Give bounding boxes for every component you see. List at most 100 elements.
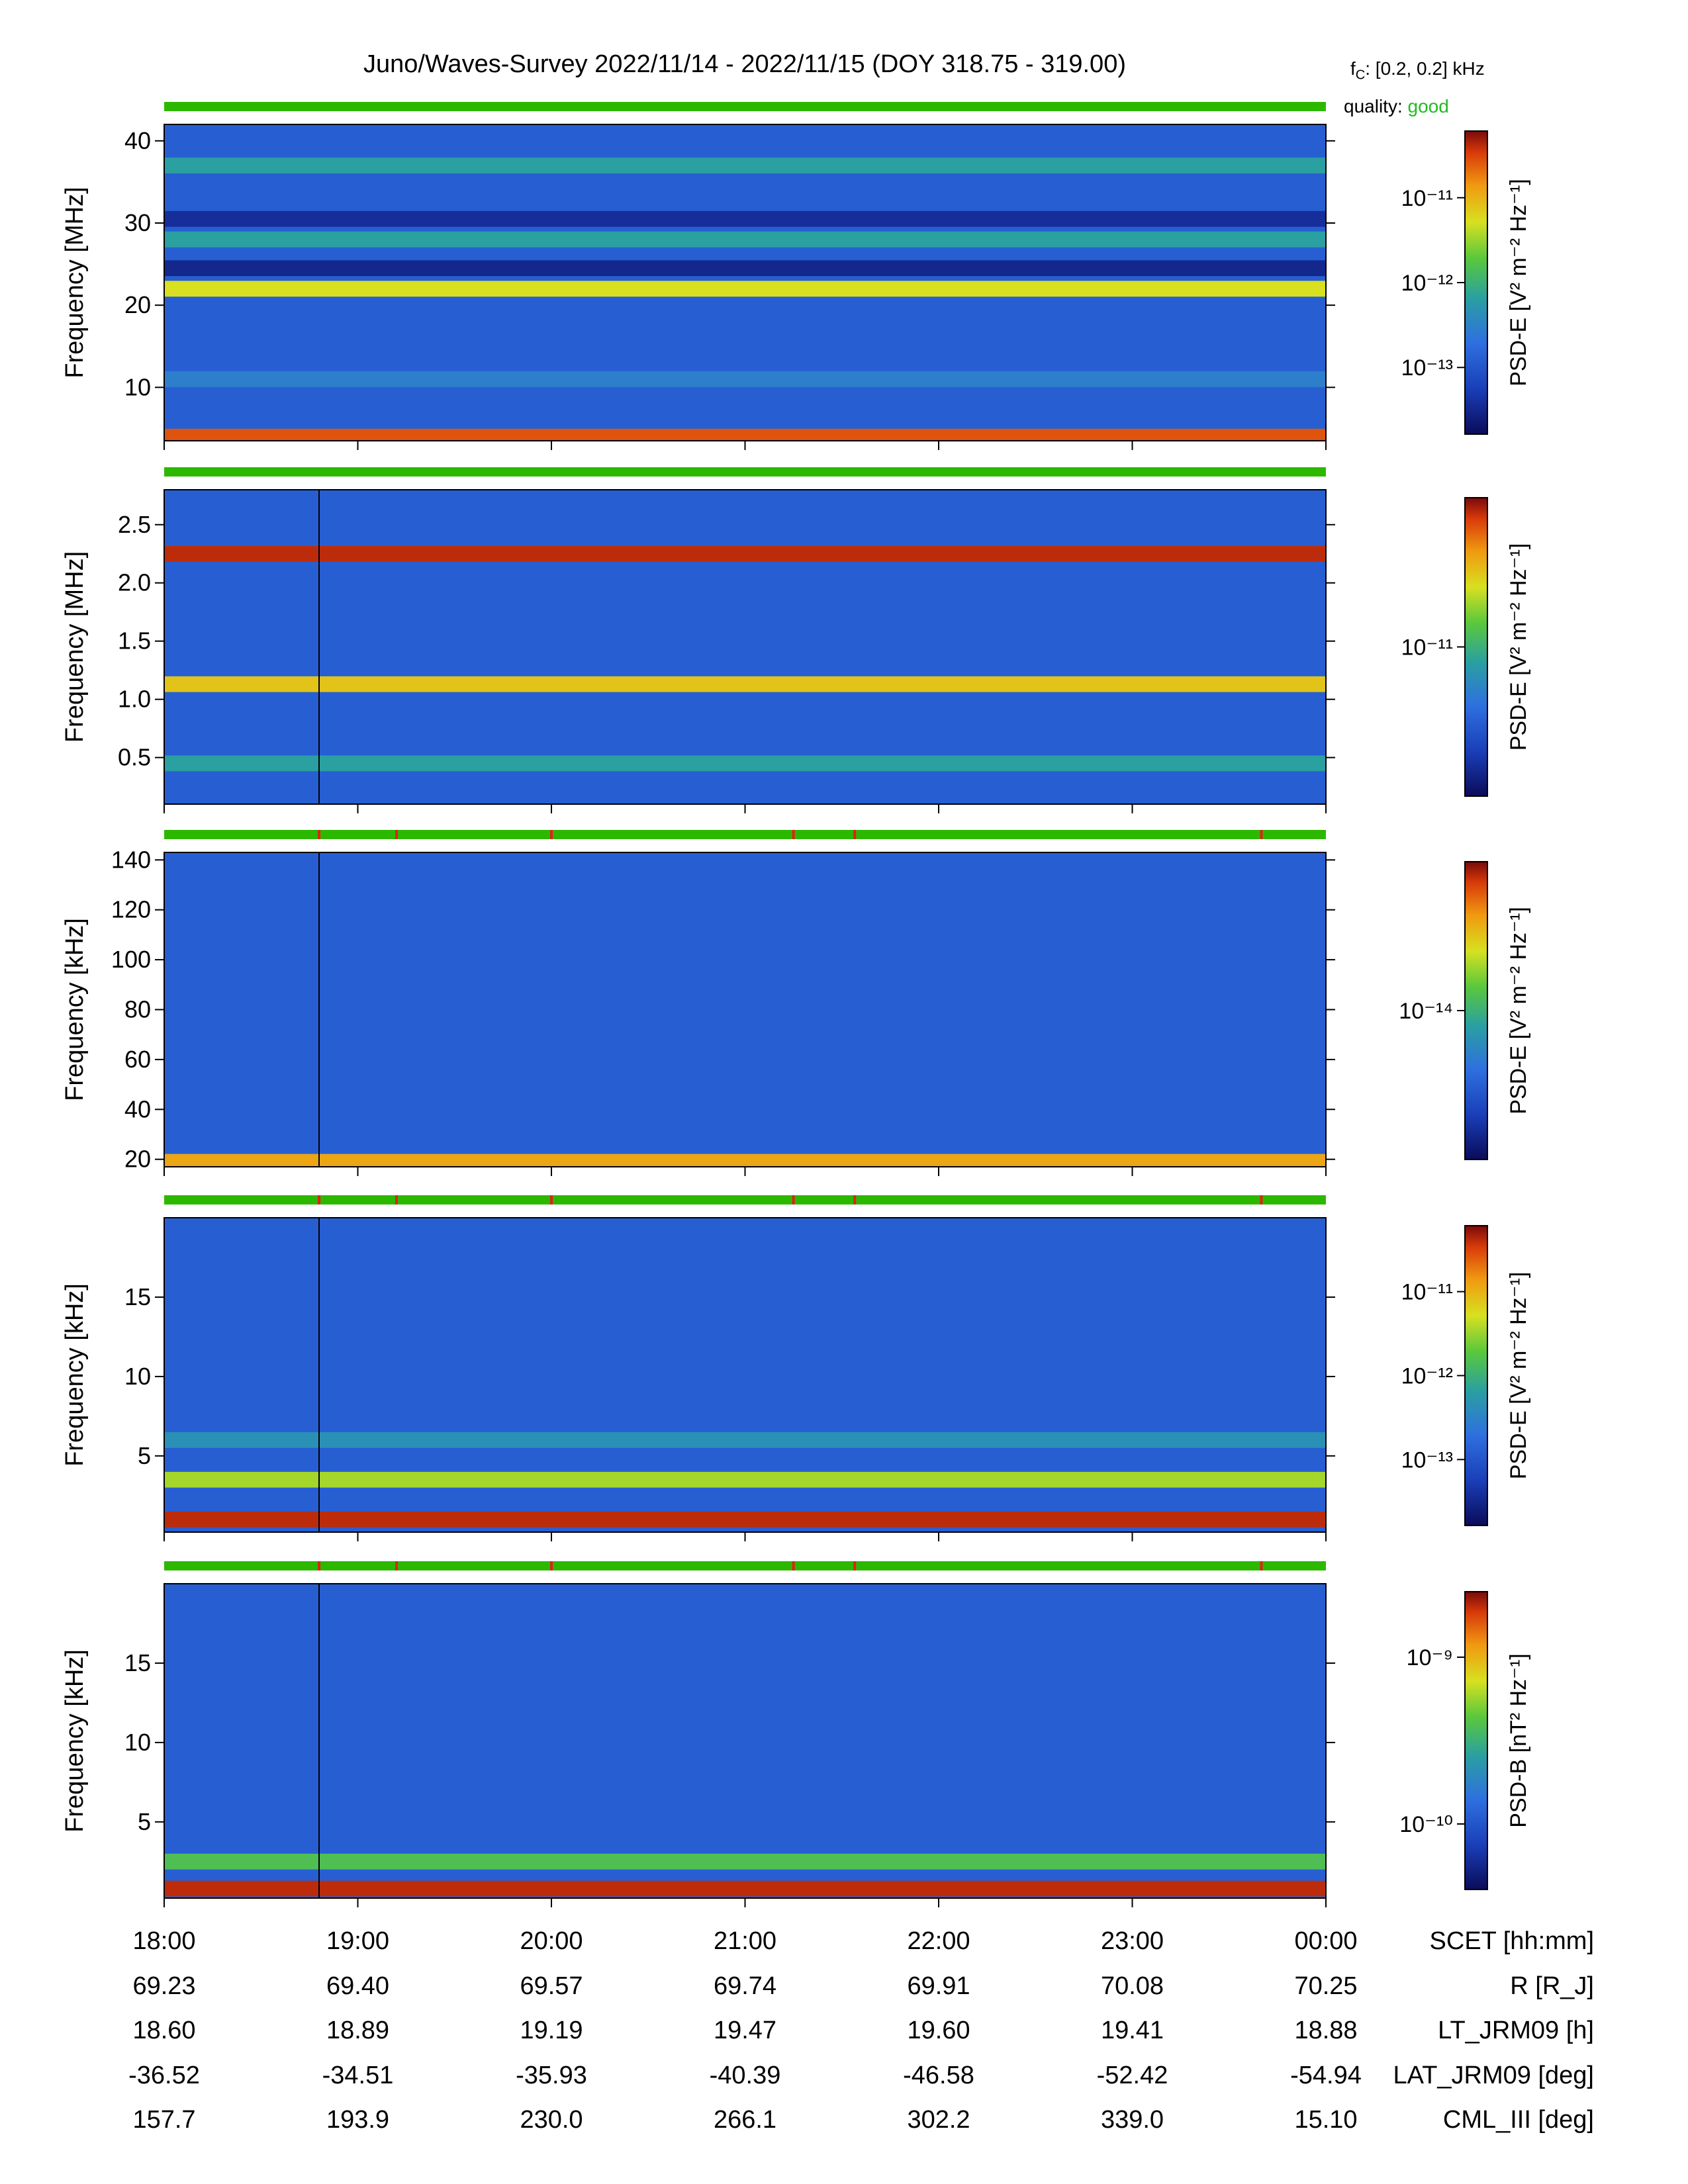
y-tick-label-1-4: 40 — [124, 127, 151, 154]
ephemeris-value-3-6: 19.41 — [1101, 2017, 1164, 2044]
spectrogram-band-5-1 — [164, 1880, 1326, 1897]
colorbar-label-5: PSD-B [nT² Hz⁻¹] — [1506, 1653, 1531, 1828]
fc-symbol: f — [1350, 58, 1356, 79]
ephemeris-value-5-4: 266.1 — [714, 2106, 776, 2134]
spectrogram-band-2-2 — [164, 676, 1326, 692]
ephemeris-value-5-6: 339.0 — [1101, 2106, 1164, 2134]
ephemeris-label-4: LAT_JRM09 [deg] — [1393, 2062, 1594, 2089]
y-tick-label-3-7: 140 — [111, 846, 151, 873]
y-tick-label-2-5: 2.5 — [118, 511, 151, 538]
colorbar-tick-label-5-2: 10⁻¹⁰ — [1399, 1812, 1453, 1837]
y-tick-label-3-5: 100 — [111, 946, 151, 973]
ephemeris-label-2: R [R_J] — [1510, 1972, 1594, 2000]
colorbar-tick-label-1-3: 10⁻¹³ — [1401, 355, 1453, 381]
quality-indicator: quality: good — [1344, 96, 1449, 117]
ephemeris-value-2-3: 69.57 — [520, 1972, 583, 2000]
colorbar-label-1: PSD-E [V² m⁻² Hz⁻¹] — [1506, 179, 1531, 387]
plot-title: Juno/Waves-Survey 2022/11/14 - 2022/11/1… — [363, 50, 1126, 78]
y-axis-label-2: Frequency [MHz] — [61, 551, 89, 743]
colorbar-label-4: PSD-E [V² m⁻² Hz⁻¹] — [1506, 1272, 1531, 1480]
y-tick-label-2-3: 1.5 — [118, 627, 151, 655]
ephemeris-label-3: LT_JRM09 [h] — [1438, 2017, 1594, 2044]
quality-flag-4-3 — [550, 1195, 553, 1205]
spectrogram-band-1-4 — [164, 260, 1326, 277]
y-tick-label-1-1: 10 — [124, 373, 151, 400]
y-tick-label-4-2: 10 — [124, 1363, 151, 1390]
ephemeris-value-4-3: -35.93 — [516, 2062, 587, 2089]
spectrogram-band-4-2 — [164, 1471, 1326, 1488]
quality-flag-4-4 — [792, 1195, 795, 1205]
y-tick-label-5-2: 10 — [124, 1729, 151, 1756]
spectrogram-band-1-1 — [164, 428, 1326, 441]
ephemeris-value-4-5: -46.58 — [903, 2062, 974, 2089]
y-tick-label-2-2: 1.0 — [118, 686, 151, 713]
y-tick-label-2-4: 2.0 — [118, 569, 151, 596]
y-tick-label-3-3: 60 — [124, 1046, 151, 1073]
colorbar-4 — [1464, 1225, 1488, 1526]
colorbar-tick-label-4-3: 10⁻¹³ — [1401, 1447, 1453, 1473]
quality-bar-2 — [164, 467, 1326, 477]
colorbar-label-2: PSD-E [V² m⁻² Hz⁻¹] — [1506, 543, 1531, 751]
quality-flag-5-5 — [853, 1561, 857, 1570]
ephemeris-value-5-7: 15.10 — [1294, 2106, 1357, 2134]
y-axis-label-4: Frequency [kHz] — [61, 1283, 89, 1467]
quality-bar-3 — [164, 830, 1326, 839]
y-axis-label-1: Frequency [MHz] — [61, 187, 89, 378]
ephemeris-value-2-6: 70.08 — [1101, 1972, 1164, 2000]
x-tick-label-1-2: 19:00 — [326, 1927, 389, 1955]
spectrogram-background-5 — [164, 1584, 1326, 1898]
quality-flag-3-1 — [318, 830, 320, 839]
spectrogram-band-1-7 — [164, 158, 1326, 174]
spectrogram-band-1-5 — [164, 231, 1326, 248]
colorbar-tick-label-3-1: 10⁻¹⁴ — [1399, 999, 1453, 1024]
ephemeris-value-2-1: 69.23 — [132, 1972, 195, 2000]
ephemeris-value-3-7: 18.88 — [1294, 2017, 1357, 2044]
y-tick-label-5-1: 5 — [138, 1808, 151, 1835]
spectrogram-band-1-6 — [164, 210, 1326, 227]
colorbar-2 — [1464, 497, 1488, 797]
quality-flag-3-3 — [550, 830, 553, 839]
ephemeris-value-4-7: -54.94 — [1290, 2062, 1362, 2089]
quality-bar-1 — [164, 102, 1326, 111]
quality-flag-4-5 — [853, 1195, 857, 1205]
ephemeris-value-4-1: -36.52 — [128, 2062, 200, 2089]
ephemeris-value-2-5: 69.91 — [907, 1972, 970, 2000]
ephemeris-value-3-3: 19.19 — [520, 2017, 583, 2044]
y-tick-label-5-3: 15 — [124, 1649, 151, 1676]
colorbar-tick-label-4-1: 10⁻¹¹ — [1401, 1280, 1453, 1305]
x-tick-label-1-6: 23:00 — [1101, 1927, 1164, 1955]
ephemeris-value-5-2: 193.9 — [326, 2106, 389, 2134]
y-tick-label-4-1: 5 — [138, 1442, 151, 1469]
spectrogram-band-2-3 — [164, 755, 1326, 772]
spectrogram-background-3 — [164, 852, 1326, 1167]
ephemeris-value-2-2: 69.40 — [326, 1972, 389, 2000]
y-tick-label-3-4: 80 — [124, 996, 151, 1023]
quality-flag-4-2 — [395, 1195, 398, 1205]
quality-flag-4-1 — [318, 1195, 320, 1205]
ephemeris-value-5-3: 230.0 — [520, 2106, 583, 2134]
y-axis-label-3: Frequency [kHz] — [61, 918, 89, 1101]
y-tick-label-3-2: 40 — [124, 1095, 151, 1122]
colorbar-tick-label-4-2: 10⁻¹² — [1401, 1364, 1453, 1389]
quality-flag-5-6 — [1260, 1561, 1263, 1570]
colorbar-3 — [1464, 861, 1488, 1160]
y-tick-label-2-1: 0.5 — [118, 744, 151, 771]
x-tick-label-1-7: 00:00 — [1294, 1927, 1357, 1955]
quality-flag-3-5 — [853, 830, 857, 839]
ephemeris-value-5-1: 157.7 — [132, 2106, 195, 2134]
x-tick-label-1-3: 20:00 — [520, 1927, 583, 1955]
ephemeris-value-2-7: 70.25 — [1294, 1972, 1357, 2000]
spectrogram-band-4-3 — [164, 1432, 1326, 1448]
x-tick-label-1-4: 21:00 — [714, 1927, 776, 1955]
ephemeris-value-3-5: 19.60 — [907, 2017, 970, 2044]
y-tick-label-1-3: 30 — [124, 209, 151, 236]
colorbar-1 — [1464, 130, 1488, 435]
y-tick-label-3-6: 120 — [111, 896, 151, 923]
colorbar-label-3: PSD-E [V² m⁻² Hz⁻¹] — [1506, 907, 1531, 1115]
ephemeris-value-4-4: -40.39 — [710, 2062, 781, 2089]
ephemeris-value-3-1: 18.60 — [132, 2017, 195, 2044]
quality-flag-5-2 — [395, 1561, 398, 1570]
y-axis-label-5: Frequency [kHz] — [61, 1649, 89, 1833]
colorbar-tick-label-5-1: 10⁻⁹ — [1407, 1645, 1453, 1670]
